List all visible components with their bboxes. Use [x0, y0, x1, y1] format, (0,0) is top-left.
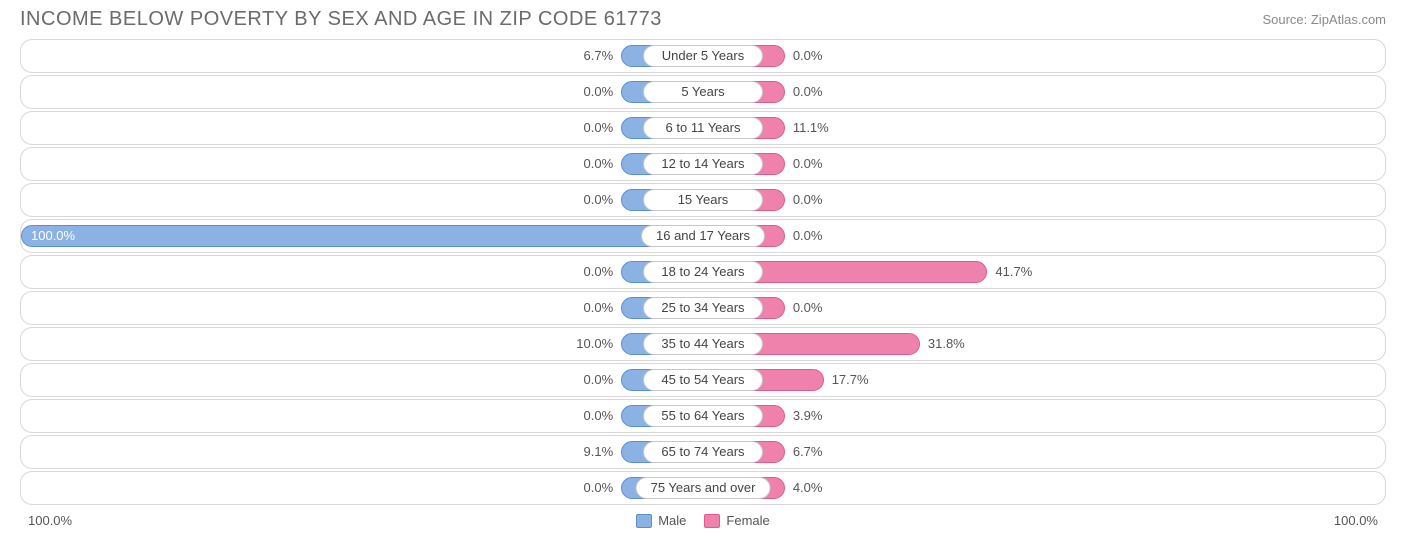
age-label: 5 Years: [643, 81, 763, 103]
legend-female: Female: [704, 513, 769, 528]
female-value: 0.0%: [785, 45, 823, 67]
female-value: 0.0%: [785, 189, 823, 211]
male-value: 6.7%: [584, 45, 622, 67]
chart-row: 65 to 74 Years 9.1% 6.7%: [20, 435, 1386, 469]
chart-row: 12 to 14 Years 0.0% 0.0%: [20, 147, 1386, 181]
male-value: 10.0%: [576, 333, 621, 355]
legend: Male Female: [636, 513, 770, 528]
age-label: 55 to 64 Years: [643, 405, 763, 427]
female-value: 0.0%: [785, 81, 823, 103]
female-value: 6.7%: [785, 441, 823, 463]
female-value: 0.0%: [785, 225, 823, 247]
female-value: 0.0%: [785, 153, 823, 175]
axis-left-label: 100.0%: [28, 513, 72, 528]
axis-right-label: 100.0%: [1334, 513, 1378, 528]
male-value: 0.0%: [584, 369, 622, 391]
chart-row: 75 Years and over 0.0% 4.0%: [20, 471, 1386, 505]
chart-row: 55 to 64 Years 0.0% 3.9%: [20, 399, 1386, 433]
age-label: 25 to 34 Years: [643, 297, 763, 319]
male-value: 0.0%: [584, 189, 622, 211]
chart-row: 18 to 24 Years 0.0% 41.7%: [20, 255, 1386, 289]
chart-row: 45 to 54 Years 0.0% 17.7%: [20, 363, 1386, 397]
male-value: 0.0%: [584, 477, 622, 499]
age-label: 18 to 24 Years: [643, 261, 763, 283]
female-value: 4.0%: [785, 477, 823, 499]
female-value: 0.0%: [785, 297, 823, 319]
male-value: 9.1%: [584, 441, 622, 463]
chart-area: Under 5 Years6.7%0.0%5 Years0.0%0.0%6 to…: [0, 37, 1406, 505]
chart-row: 16 and 17 Years 100.0% 0.0%: [20, 219, 1386, 253]
age-label: 35 to 44 Years: [643, 333, 763, 355]
male-value: 0.0%: [584, 297, 622, 319]
male-value: 0.0%: [584, 81, 622, 103]
legend-male-swatch: [636, 514, 652, 528]
male-value: 100.0%: [21, 225, 75, 247]
legend-female-label: Female: [726, 513, 769, 528]
chart-row: 35 to 44 Years 10.0% 31.8%: [20, 327, 1386, 361]
age-label: 45 to 54 Years: [643, 369, 763, 391]
chart-source: Source: ZipAtlas.com: [1262, 12, 1386, 27]
chart-title: INCOME BELOW POVERTY BY SEX AND AGE IN Z…: [20, 8, 662, 31]
legend-female-swatch: [704, 514, 720, 528]
female-value: 3.9%: [785, 405, 823, 427]
chart-row: 5 Years 0.0% 0.0%: [20, 75, 1386, 109]
female-value: 11.1%: [785, 117, 829, 139]
age-label: 15 Years: [643, 189, 763, 211]
age-label: 12 to 14 Years: [643, 153, 763, 175]
age-label: 6 to 11 Years: [643, 117, 763, 139]
chart-row: 25 to 34 Years 0.0% 0.0%: [20, 291, 1386, 325]
male-value: 0.0%: [584, 405, 622, 427]
legend-male: Male: [636, 513, 686, 528]
male-value: 0.0%: [584, 153, 622, 175]
legend-male-label: Male: [658, 513, 686, 528]
male-value: 0.0%: [584, 261, 622, 283]
female-value: 31.8%: [920, 333, 965, 355]
age-label: 75 Years and over: [636, 477, 771, 499]
chart-row: Under 5 Years 6.7% 0.0%: [20, 39, 1386, 73]
male-bar: [21, 225, 703, 247]
chart-row: 15 Years 0.0% 0.0%: [20, 183, 1386, 217]
age-label: 16 and 17 Years: [641, 225, 765, 247]
chart-footer: 100.0% Male Female 100.0%: [0, 507, 1406, 528]
female-value: 41.7%: [987, 261, 1032, 283]
age-label: 65 to 74 Years: [643, 441, 763, 463]
chart-row: 6 to 11 Years 0.0% 11.1%: [20, 111, 1386, 145]
age-label: Under 5 Years: [643, 45, 763, 67]
male-value: 0.0%: [584, 117, 622, 139]
female-value: 17.7%: [824, 369, 869, 391]
chart-header: INCOME BELOW POVERTY BY SEX AND AGE IN Z…: [0, 0, 1406, 37]
